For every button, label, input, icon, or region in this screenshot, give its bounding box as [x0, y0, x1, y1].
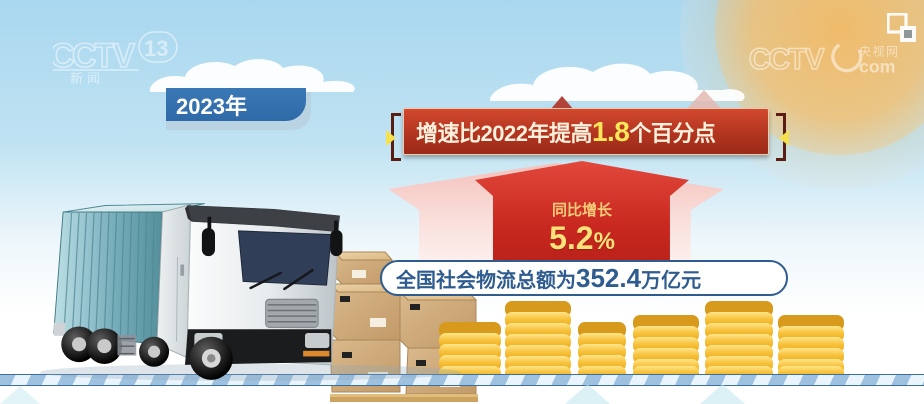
svg-text:13: 13 — [144, 36, 168, 61]
svg-text:新闻: 新闻 — [70, 71, 104, 85]
svg-text:com: com — [859, 57, 895, 77]
svg-text:CCTV: CCTV — [749, 43, 825, 76]
